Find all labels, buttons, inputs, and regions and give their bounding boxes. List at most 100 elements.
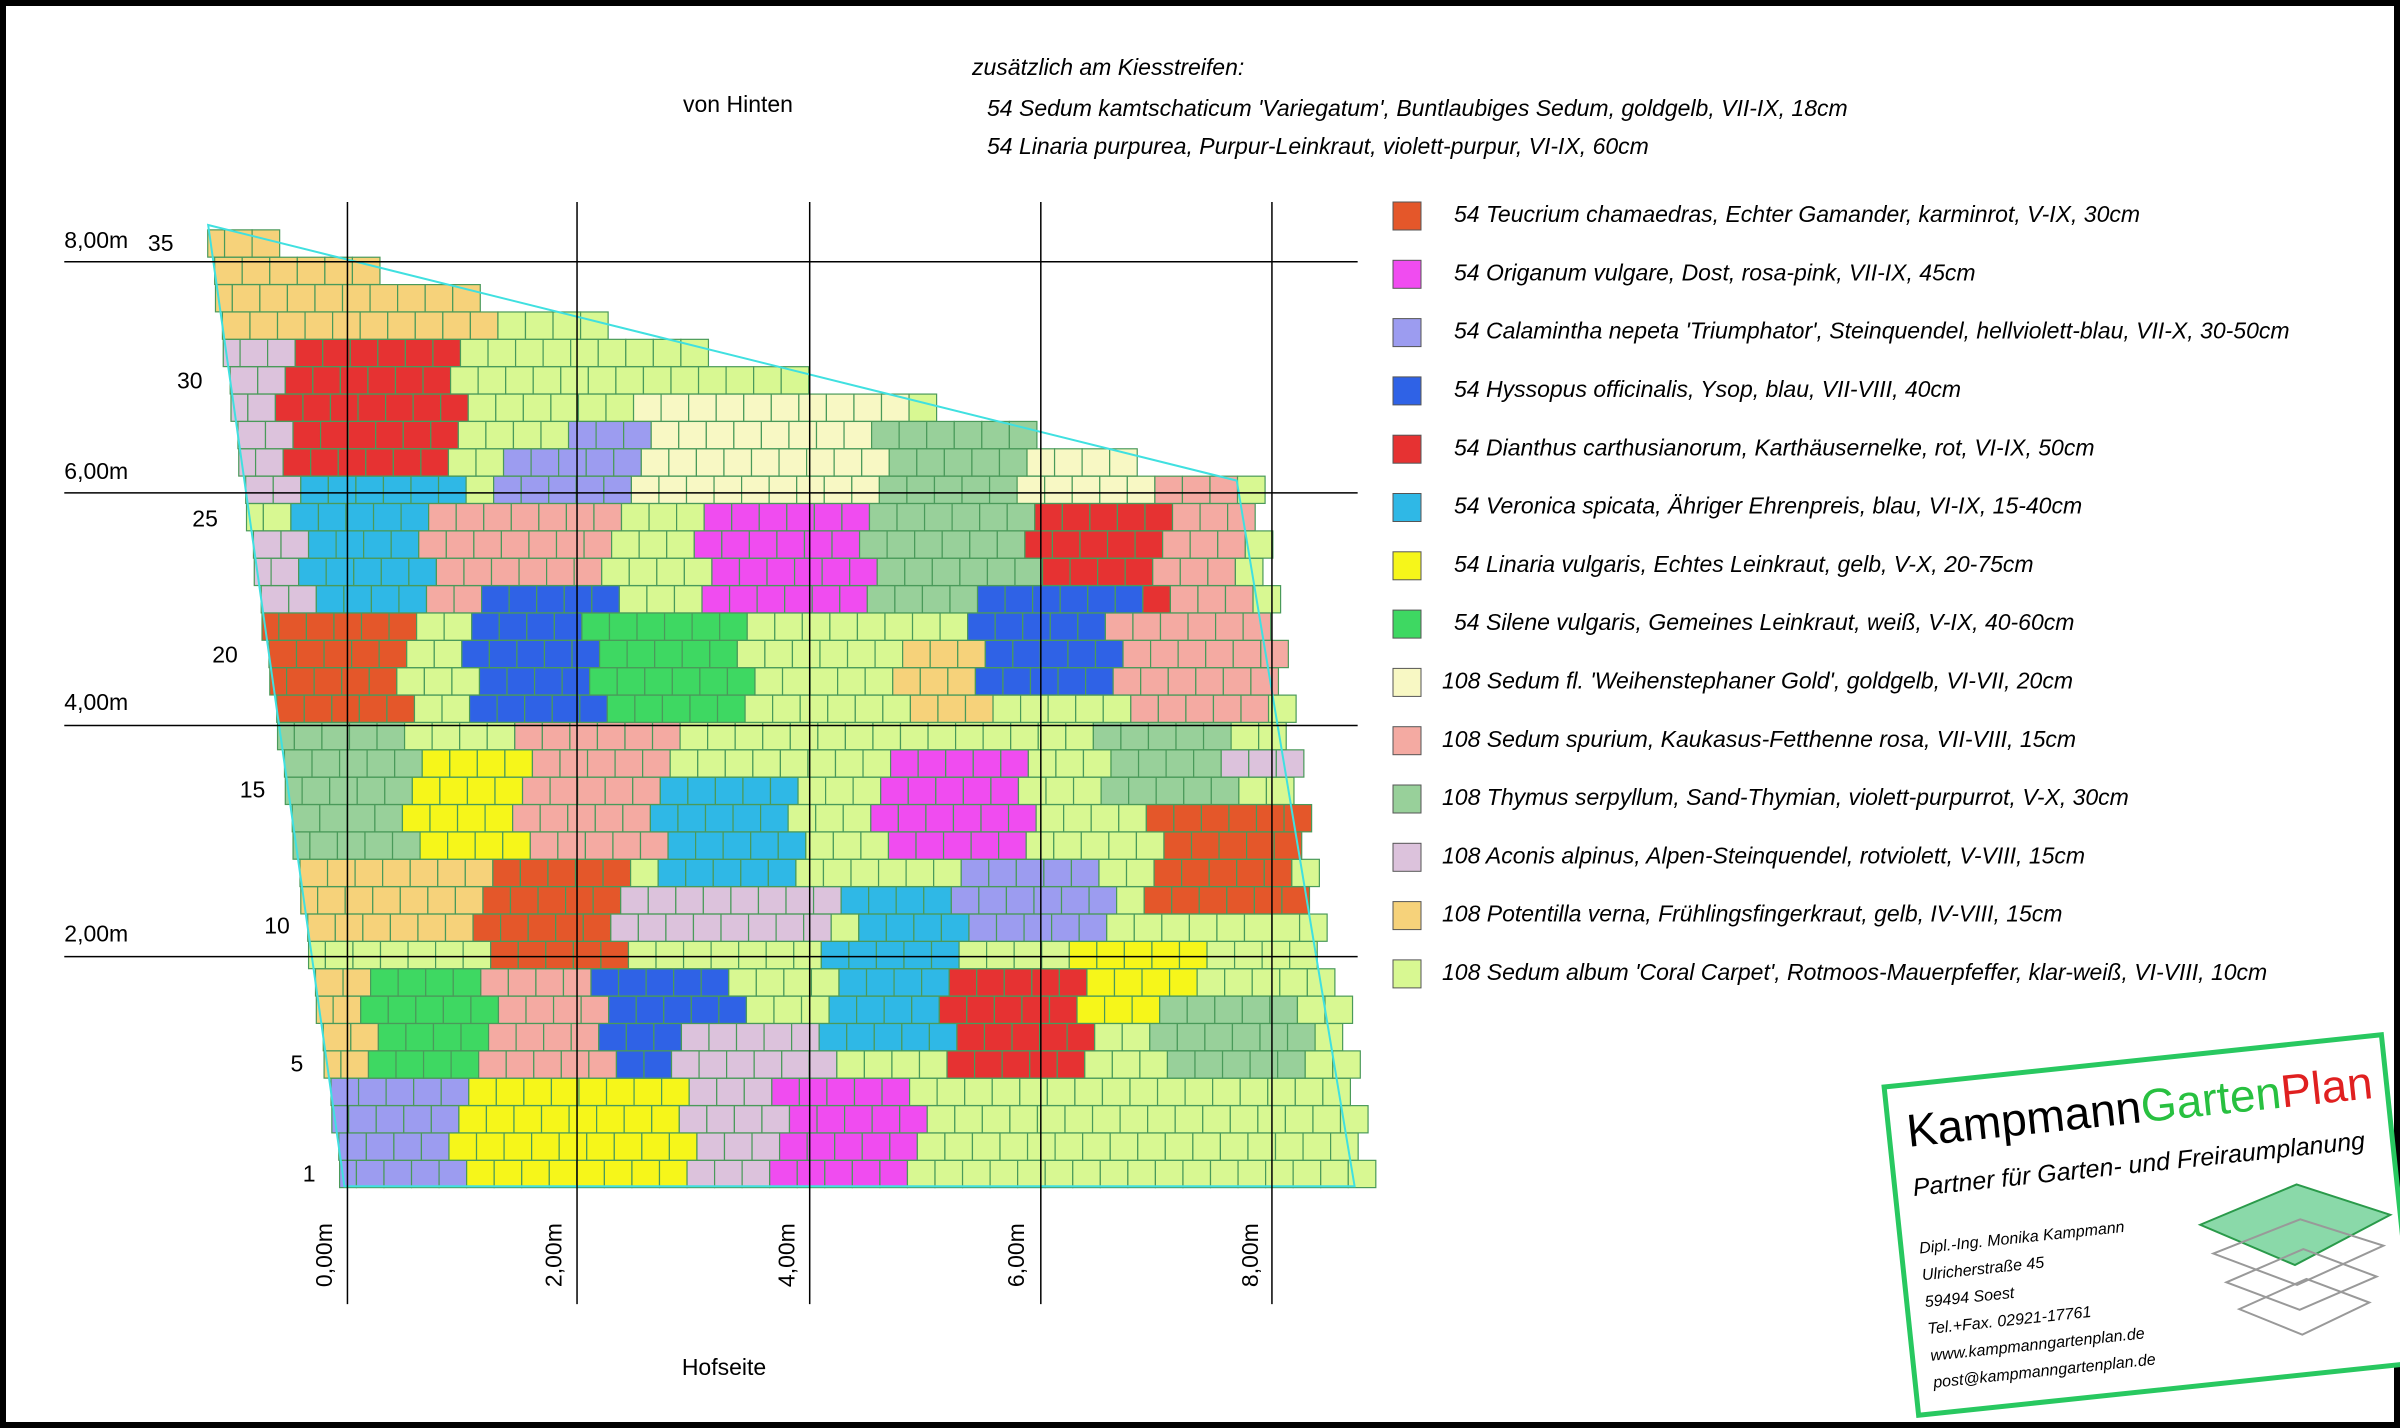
plant-brick	[1247, 1132, 1277, 1161]
plant-brick	[954, 1105, 983, 1134]
plant-brick	[1049, 612, 1079, 641]
plant-brick	[579, 311, 609, 340]
plant-brick	[1137, 749, 1167, 778]
plant-brick	[1154, 1159, 1184, 1189]
plant-brick	[535, 968, 565, 997]
plant-brick	[1271, 913, 1301, 942]
plant-brick	[370, 585, 400, 614]
plant-brick	[1065, 721, 1094, 751]
plant-brick	[686, 1159, 716, 1189]
plant-brick	[822, 858, 852, 888]
plant-brick	[360, 995, 389, 1024]
plant-brick	[521, 1159, 550, 1189]
plant-brick	[914, 530, 943, 559]
legend-text: 108 Sedum spurium, Kaukasus-Fetthenne ro…	[1442, 726, 2076, 752]
plant-brick	[440, 393, 469, 422]
plant-brick	[450, 1050, 480, 1079]
plant-brick	[1009, 1105, 1039, 1134]
plant-brick	[1153, 858, 1183, 888]
plant-brick	[442, 995, 472, 1024]
plant-brick	[923, 502, 953, 532]
plant-brick	[954, 721, 984, 751]
plant-brick	[699, 667, 729, 696]
plant-brick	[969, 530, 998, 559]
plant-brick	[754, 667, 784, 696]
legend-text: 54 Origanum vulgare, Dost, rosa-pink, VI…	[1454, 259, 1976, 285]
plant-brick	[1253, 886, 1283, 915]
plant-brick	[831, 530, 861, 559]
plant-brick	[286, 284, 316, 313]
plant-brick	[578, 1077, 608, 1107]
plant-brick	[276, 311, 306, 340]
plant-brick	[1033, 886, 1063, 915]
plant-brick	[341, 284, 371, 313]
plant-brick	[595, 420, 625, 450]
plant-brick	[362, 913, 391, 942]
plant-brick	[1053, 831, 1082, 860]
plant-brick	[1088, 886, 1118, 915]
plant-brick	[513, 1105, 543, 1134]
plant-brick	[466, 776, 496, 806]
plant-brick	[481, 585, 510, 614]
plant-brick	[507, 968, 537, 997]
plant-brick	[863, 1050, 893, 1079]
plant-brick	[231, 284, 261, 313]
plant-brick	[1101, 1077, 1131, 1107]
x-label: 6,00m	[1003, 1223, 1029, 1287]
plant-brick	[1246, 831, 1275, 860]
plant-brick	[721, 530, 750, 559]
plant-brick	[322, 1022, 352, 1052]
plant-brick	[292, 420, 322, 450]
plant-brick	[769, 1159, 798, 1189]
legend-text: 108 Thymus serpyllum, Sand-Thymian, viol…	[1442, 784, 2129, 810]
plant-brick	[1184, 1077, 1214, 1107]
plant-brick	[1057, 667, 1087, 696]
plant-brick	[791, 639, 821, 669]
plant-brick	[1286, 1022, 1316, 1052]
plant-brick	[879, 1159, 909, 1189]
plant-brick	[310, 448, 339, 477]
plant-brick	[942, 831, 972, 860]
plant-brick	[734, 721, 764, 751]
plant-brick	[793, 940, 822, 970]
plant-brick	[660, 393, 690, 422]
plant-brick	[741, 475, 770, 505]
plant-brick	[603, 1159, 633, 1189]
plant-brick	[577, 393, 607, 422]
plant-brick	[815, 803, 844, 833]
plant-brick	[1185, 694, 1215, 723]
plant-brick	[1237, 1159, 1267, 1189]
plant-brick	[360, 612, 390, 641]
plant-brick	[1131, 995, 1161, 1024]
plant-brick	[851, 475, 880, 505]
plant-brick	[406, 639, 435, 669]
plant-brick	[842, 803, 872, 833]
plant-brick	[460, 1022, 490, 1052]
plant-brick	[548, 1159, 578, 1189]
plant-brick	[290, 502, 320, 532]
plant-brick	[889, 1132, 918, 1161]
plant-brick	[605, 1077, 635, 1107]
plant-brick	[403, 721, 433, 751]
plant-brick	[683, 557, 713, 587]
plant-brick	[874, 639, 904, 669]
plant-brick	[1012, 639, 1041, 669]
plant-brick	[1021, 995, 1051, 1024]
plant-brick	[1181, 858, 1210, 888]
plant-brick	[1080, 831, 1110, 860]
plant-brick	[899, 1105, 928, 1134]
plant-brick	[543, 1022, 572, 1052]
plant-brick	[889, 749, 919, 778]
plant-brick	[1099, 475, 1128, 505]
plant-brick	[1204, 1022, 1234, 1052]
plant-brick	[998, 831, 1027, 860]
plant-brick	[259, 284, 289, 313]
plant-brick	[581, 612, 611, 641]
plant-brick	[488, 639, 518, 669]
plant-brick	[520, 475, 550, 505]
plant-brick	[1055, 749, 1085, 778]
plant-brick	[1239, 1077, 1269, 1107]
plant-brick	[284, 366, 314, 395]
legend-swatch	[1392, 376, 1422, 406]
